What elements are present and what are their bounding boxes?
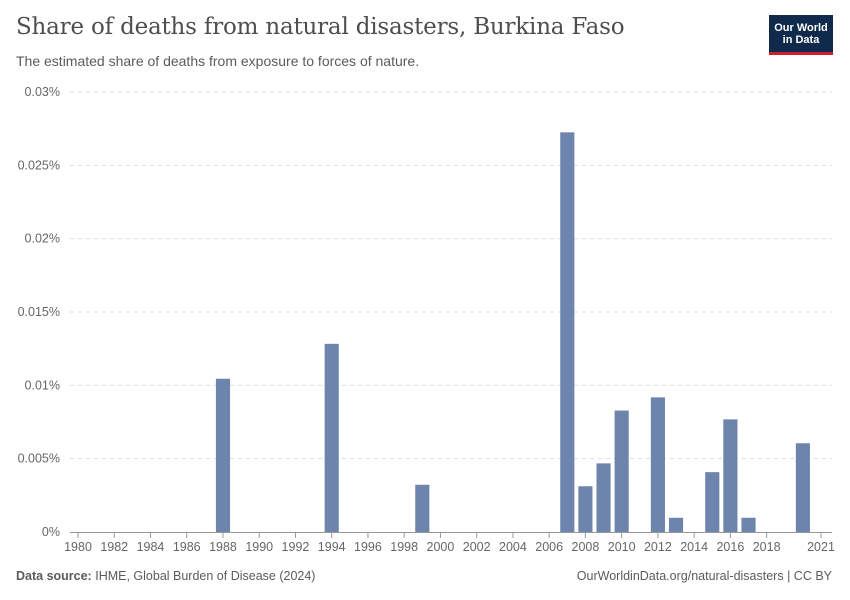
bar-2020 [795, 443, 810, 532]
y-tick-label: 0.015% [18, 305, 60, 319]
bar-1988 [215, 378, 231, 532]
bar-2009 [596, 463, 611, 532]
bar-2016 [723, 419, 738, 532]
bar-2008 [578, 486, 593, 532]
x-tick-label: 1990 [245, 540, 273, 554]
bar-2013 [668, 517, 684, 532]
x-tick-label: 2000 [427, 540, 455, 554]
x-tick-label: 2004 [499, 540, 527, 554]
bar-2007 [560, 132, 575, 533]
data-source-label: Data source: [16, 569, 92, 583]
x-tick-label: 1986 [173, 540, 201, 554]
x-tick-label: 2021 [807, 540, 835, 554]
data-source: Data source: IHME, Global Burden of Dise… [16, 569, 315, 583]
bar-2012 [650, 397, 665, 532]
source-link[interactable]: OurWorldinData.org/natural-disasters | C… [576, 569, 832, 583]
bar-2010 [614, 410, 629, 532]
x-tick-label: 1992 [282, 540, 310, 554]
x-tick-label: 2016 [716, 540, 744, 554]
logo-line-1: Our World [774, 21, 828, 34]
x-tick-label: 1998 [390, 540, 418, 554]
x-tick-label: 1988 [209, 540, 237, 554]
x-tick-label: 2008 [572, 540, 600, 554]
bar-2015 [705, 472, 720, 532]
y-tick-label: 0% [42, 525, 60, 539]
y-tick-label: 0.02% [25, 232, 60, 246]
bar-1999 [415, 484, 430, 532]
x-tick-label: 1984 [137, 540, 165, 554]
y-tick-label: 0.03% [25, 85, 60, 99]
x-tick-label: 2012 [644, 540, 672, 554]
data-source-text: IHME, Global Burden of Disease (2024) [95, 569, 316, 583]
owid-logo[interactable]: Our World in Data [769, 15, 833, 55]
x-tick-label: 1982 [100, 540, 128, 554]
x-tick-label: 2006 [535, 540, 563, 554]
chart-subtitle: The estimated share of deaths from expos… [16, 53, 420, 69]
bar-2017 [741, 517, 756, 532]
bar-1994 [324, 343, 339, 532]
logo-line-2: in Data [782, 33, 820, 46]
y-tick-label: 0.01% [25, 378, 60, 392]
chart-title: Share of deaths from natural disasters, … [16, 14, 625, 40]
x-tick-label: 2018 [753, 540, 781, 554]
x-tick-label: 2014 [680, 540, 708, 554]
x-tick-label: 1996 [354, 540, 382, 554]
x-tick-label: 2002 [463, 540, 491, 554]
y-tick-label: 0.005% [18, 452, 60, 466]
x-tick-label: 1994 [318, 540, 346, 554]
x-tick-label: 2010 [608, 540, 636, 554]
y-tick-label: 0.025% [18, 158, 60, 172]
x-tick-label: 1980 [64, 540, 92, 554]
